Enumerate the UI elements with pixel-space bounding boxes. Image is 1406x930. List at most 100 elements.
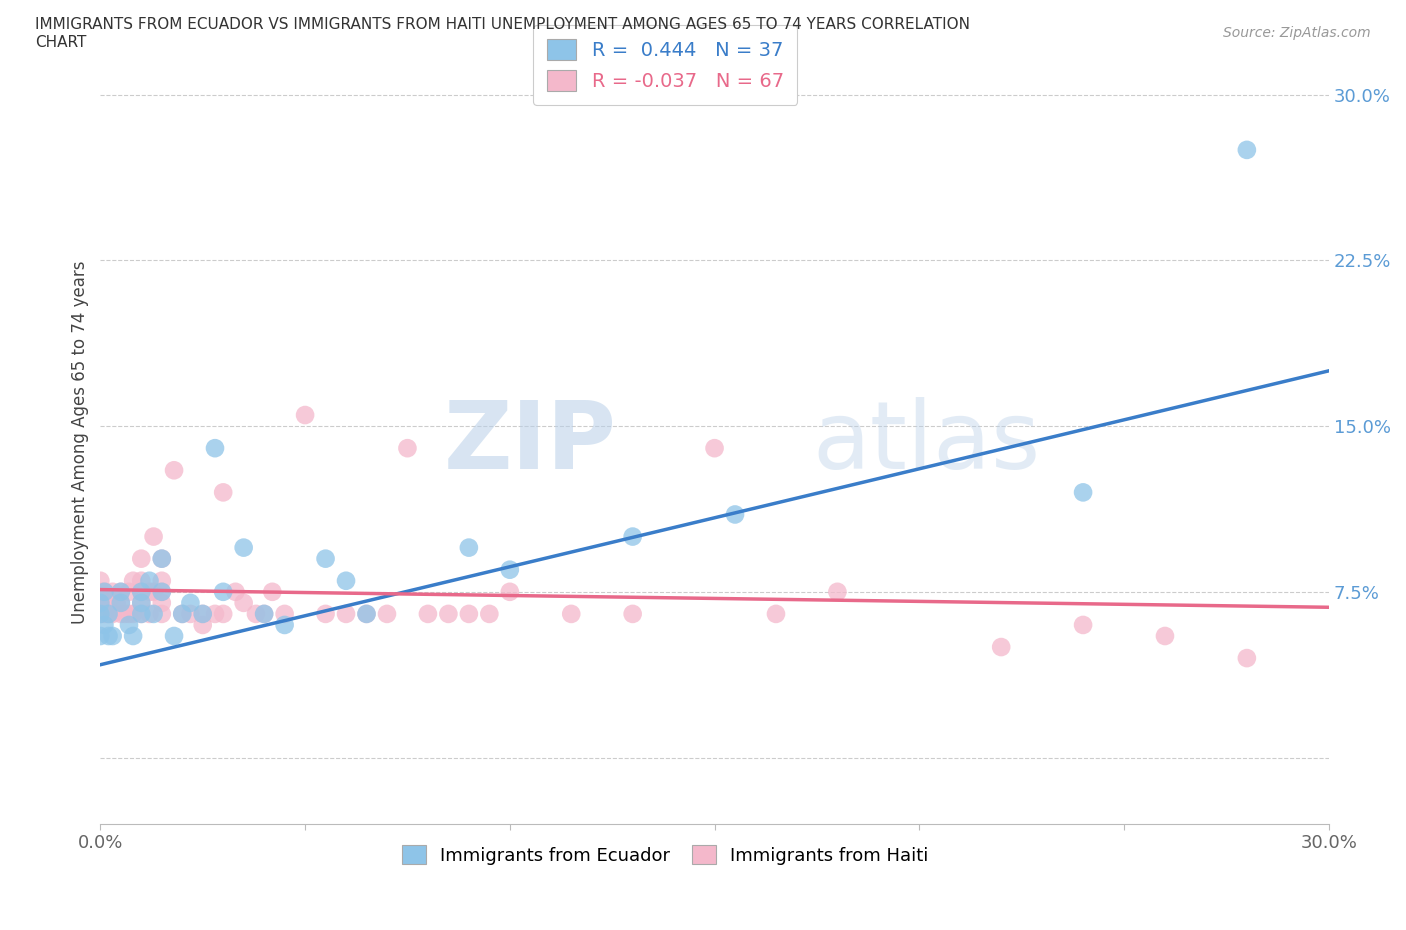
Point [150, 584, 173, 599]
Point [212, 584, 235, 599]
Point [122, 629, 145, 644]
Point [129, 584, 152, 599]
Point [703, 441, 725, 456]
Point [129, 595, 152, 610]
Point [142, 529, 165, 544]
Point [724, 507, 747, 522]
Point [191, 606, 214, 621]
Point [990, 640, 1012, 655]
Point [163, 629, 186, 644]
Point [110, 606, 132, 621]
Point [93, 584, 115, 599]
Point [150, 551, 173, 566]
Point [1236, 651, 1258, 666]
Point [138, 573, 160, 588]
Point [560, 606, 582, 621]
Text: Source: ZipAtlas.com: Source: ZipAtlas.com [1223, 26, 1371, 40]
Point [232, 540, 254, 555]
Point [101, 629, 124, 644]
Point [232, 595, 254, 610]
Point [122, 573, 145, 588]
Point [224, 584, 246, 599]
Point [89, 629, 111, 644]
Point [97, 629, 120, 644]
Point [1071, 485, 1094, 499]
Point [172, 606, 194, 621]
Point [142, 606, 165, 621]
Point [1071, 618, 1094, 632]
Point [110, 595, 132, 610]
Point [416, 606, 439, 621]
Point [89, 573, 111, 588]
Point [262, 584, 284, 599]
Point [315, 551, 337, 566]
Point [97, 606, 120, 621]
Point [93, 606, 115, 621]
Point [212, 606, 235, 621]
Point [499, 563, 522, 578]
Point [129, 606, 152, 621]
Point [1154, 629, 1177, 644]
Point [273, 618, 295, 632]
Point [179, 595, 201, 610]
Text: ZIP: ZIP [443, 397, 616, 488]
Point [335, 573, 357, 588]
Point [118, 606, 141, 621]
Point [101, 606, 124, 621]
Text: atlas: atlas [813, 397, 1040, 488]
Point [765, 606, 787, 621]
Point [191, 618, 214, 632]
Point [150, 551, 173, 566]
Point [294, 407, 316, 422]
Point [396, 441, 419, 456]
Point [110, 584, 132, 599]
Point [437, 606, 460, 621]
Point [212, 485, 235, 499]
Point [204, 441, 226, 456]
Point [1236, 142, 1258, 157]
Point [138, 606, 160, 621]
Point [273, 606, 295, 621]
Point [89, 595, 111, 610]
Point [89, 595, 111, 610]
Point [191, 606, 214, 621]
Point [150, 606, 173, 621]
Point [129, 606, 152, 621]
Point [89, 584, 111, 599]
Point [245, 606, 267, 621]
Point [105, 595, 128, 610]
Point [457, 606, 479, 621]
Point [110, 584, 132, 599]
Point [129, 573, 152, 588]
Point [93, 618, 115, 632]
Y-axis label: Unemployment Among Ages 65 to 74 years: Unemployment Among Ages 65 to 74 years [72, 261, 89, 624]
Point [356, 606, 378, 621]
Point [621, 529, 644, 544]
Point [110, 595, 132, 610]
Point [129, 584, 152, 599]
Point [93, 584, 115, 599]
Text: IMMIGRANTS FROM ECUADOR VS IMMIGRANTS FROM HAITI UNEMPLOYMENT AMONG AGES 65 TO 7: IMMIGRANTS FROM ECUADOR VS IMMIGRANTS FR… [35, 17, 970, 32]
Point [150, 584, 173, 599]
Point [621, 606, 644, 621]
Point [315, 606, 337, 621]
Point [97, 595, 120, 610]
Point [89, 606, 111, 621]
Point [356, 606, 378, 621]
Point [253, 606, 276, 621]
Point [89, 606, 111, 621]
Point [118, 584, 141, 599]
Point [827, 584, 849, 599]
Point [129, 595, 152, 610]
Point [179, 606, 201, 621]
Point [172, 606, 194, 621]
Point [478, 606, 501, 621]
Point [114, 606, 136, 621]
Point [142, 584, 165, 599]
Point [499, 584, 522, 599]
Point [101, 584, 124, 599]
Point [138, 584, 160, 599]
Point [204, 606, 226, 621]
Point [375, 606, 398, 621]
Point [129, 551, 152, 566]
